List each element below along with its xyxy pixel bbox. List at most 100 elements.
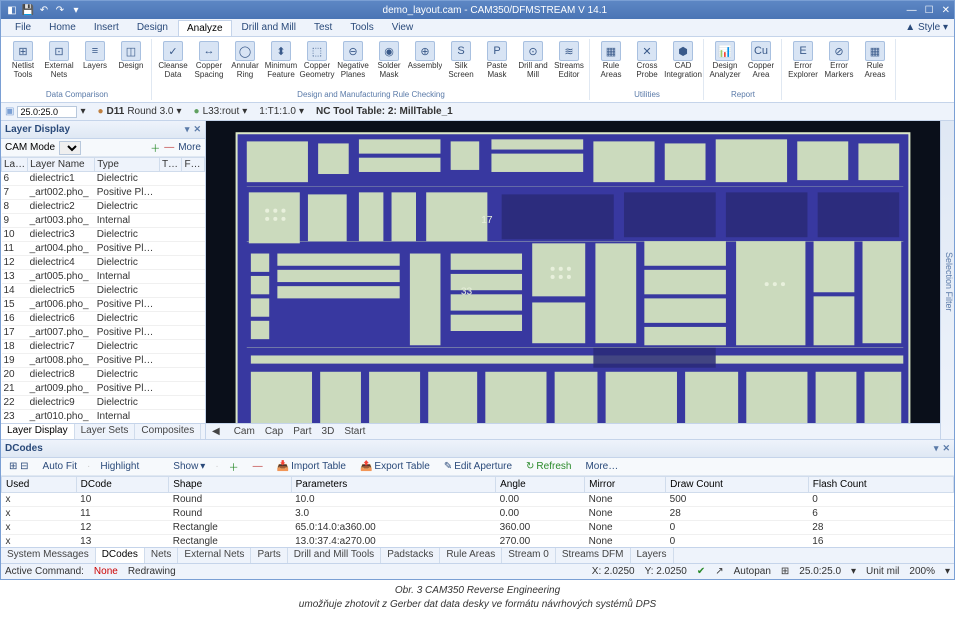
layer-column-header[interactable]: T… [159,158,182,172]
close-panel-icon[interactable]: ✕ [942,443,950,454]
layer-row[interactable]: 23_art010.pho_Internal [2,410,205,424]
bottom-tab-padstacks[interactable]: Padstacks [381,548,440,563]
dcodes-column-header[interactable]: DCode [76,477,169,493]
layer-column-header[interactable]: La… [2,158,28,172]
dcodes-column-header[interactable]: Draw Count [666,477,809,493]
export-button[interactable]: 📤 Export Table [356,461,434,472]
filter-icon[interactable]: ⊞ ⊟ [5,461,33,472]
dcodes-column-header[interactable]: Flash Count [808,477,953,493]
ribbon-drill-and-mill-button[interactable]: ⊙Drill and Mill [516,39,550,89]
dcodes-column-header[interactable]: Angle [496,477,585,493]
ribbon-external-nets-button[interactable]: ⊡External Nets [42,39,76,89]
refresh-button[interactable]: ↻ Refresh [522,461,575,472]
bottom-tab-parts[interactable]: Parts [251,548,287,563]
ribbon-minimum-feature-button[interactable]: ⬍Minimum Feature [264,39,298,89]
dropdown-icon[interactable]: ▾ [851,566,856,577]
ortho-icon[interactable]: ⊞ [781,566,789,577]
ribbon-design-analyzer-button[interactable]: 📊Design Analyzer [708,39,742,89]
dcodes-row[interactable]: x10Round10.00.00None5000 [2,493,954,507]
qat-more-icon[interactable]: ▾ [69,3,83,17]
bottom-tab-layers[interactable]: Layers [631,548,674,563]
layer-row[interactable]: 16dielectric6Dielectric [2,312,205,326]
pin-icon[interactable]: ▾ [185,124,190,135]
layer-row[interactable]: 7_art002.pho_Positive Pl… [2,186,205,200]
layer-row[interactable]: 17_art007.pho_Positive Pl… [2,326,205,340]
ribbon-cleanse-data-button[interactable]: ✓Cleanse Data [156,39,190,89]
remove-icon[interactable]: — [164,142,174,153]
import-button[interactable]: 📥 Import Table [273,461,350,472]
layer-row[interactable]: 22dielectric9Dielectric [2,396,205,410]
layer-row[interactable]: 12dielectric4Dielectric [2,256,205,270]
layer-row[interactable]: 18dielectric7Dielectric [2,340,205,354]
more-link[interactable]: More [178,142,201,153]
layer-table[interactable]: La…Layer NameTypeT…F… 6dielectric1Dielec… [1,157,205,423]
add-icon[interactable]: ＋ [150,140,160,155]
dropdown-icon[interactable]: ▾ [176,106,181,117]
highlight-button[interactable]: Highlight [96,461,143,472]
bottom-tab-external-nets[interactable]: External Nets [178,548,251,563]
qat-save-icon[interactable]: 💾 [21,3,35,17]
style-dropdown[interactable]: ▲ Style ▾ [905,22,948,33]
pcb-canvas[interactable]: 17 33 [206,121,940,423]
close-icon[interactable]: ✕ [942,5,950,16]
layer-tab-layer-sets[interactable]: Layer Sets [75,424,136,439]
layer-row[interactable]: 19_art008.pho_Positive Pl… [2,354,205,368]
bottom-tab-dcodes[interactable]: DCodes [96,548,145,563]
dcodes-row[interactable]: x11Round3.00.00None286 [2,507,954,521]
ribbon-design-button[interactable]: ◫Design [114,39,148,89]
layer-row[interactable]: 8dielectric2Dielectric [2,200,205,214]
check-icon[interactable]: ✔ [697,566,705,577]
pin-icon[interactable]: ▾ [934,443,939,454]
ribbon-annular-ring-button[interactable]: ◯Annular Ring [228,39,262,89]
bottom-tab-system-messages[interactable]: System Messages [1,548,96,563]
dcodes-row[interactable]: x13Rectangle13.0:37.4:a270.00270.00None0… [2,535,954,548]
selection-filter-gutter[interactable]: Selection Filter [940,121,954,439]
view-tab-cap[interactable]: Cap [265,426,283,437]
layer-row[interactable]: 6dielectric1Dielectric [2,172,205,186]
ribbon-netlist-tools-button[interactable]: ⊞Netlist Tools [6,39,40,89]
ribbon-layers-button[interactable]: ≡Layers [78,39,112,89]
ribbon-copper-spacing-button[interactable]: ↔Copper Spacing [192,39,226,89]
view-tab-start[interactable]: Start [344,426,365,437]
edit-aperture-button[interactable]: ✎ Edit Aperture [440,461,516,472]
menu-tab-view[interactable]: View [384,20,422,35]
dropdown-icon[interactable]: ▾ [242,106,247,117]
ribbon-copper-area-button[interactable]: CuCopper Area [744,39,778,89]
ribbon-cad-integration-button[interactable]: ⬢CAD Integration [666,39,700,89]
bottom-tab-drill-and-mill-tools[interactable]: Drill and Mill Tools [288,548,381,563]
menu-tab-design[interactable]: Design [129,20,176,35]
menu-tab-drill-and-mill[interactable]: Drill and Mill [234,20,304,35]
dropdown-icon[interactable]: ▾ [299,106,304,117]
layer-row[interactable]: 15_art006.pho_Positive Pl… [2,298,205,312]
bottom-tab-nets[interactable]: Nets [145,548,179,563]
cursor-icon[interactable]: ↗ [715,566,723,577]
show-button[interactable]: Show ▾ [169,461,209,472]
dcodes-column-header[interactable]: Used [2,477,77,493]
layer-row[interactable]: 11_art004.pho_Positive Pl… [2,242,205,256]
menu-tab-analyze[interactable]: Analyze [178,20,232,36]
layer-tab-composites[interactable]: Composites [135,424,201,439]
dcodes-column-header[interactable]: Shape [169,477,291,493]
coord-field[interactable] [17,106,77,118]
zoom-label[interactable]: 200% [909,566,935,577]
dcodes-table[interactable]: UsedDCodeShapeParametersAngleMirrorDraw … [1,476,954,547]
ribbon-assembly-button[interactable]: ⊕Assembly [408,39,442,89]
qat-undo-icon[interactable]: ↶ [37,3,51,17]
layer-column-header[interactable]: Layer Name [28,158,95,172]
autopan-label[interactable]: Autopan [734,566,771,577]
zoom-dropdown-icon[interactable]: ▾ [945,566,950,577]
ribbon-paste-mask-button[interactable]: PPaste Mask [480,39,514,89]
more-button[interactable]: More… [581,461,622,472]
view-tab-part[interactable]: Part [293,426,311,437]
autofit-button[interactable]: Auto Fit [39,461,81,472]
ribbon-solder-mask-button[interactable]: ◉Solder Mask [372,39,406,89]
layer-tab-layer-display[interactable]: Layer Display [1,424,75,439]
close-panel-icon[interactable]: ✕ [193,124,201,135]
layer-row[interactable]: 10dielectric3Dielectric [2,228,205,242]
layer-row[interactable]: 21_art009.pho_Positive Pl… [2,382,205,396]
dcodes-column-header[interactable]: Parameters [291,477,496,493]
dcodes-row[interactable]: x12Rectangle65.0:14.0:a360.00360.00None0… [2,521,954,535]
menu-tab-home[interactable]: Home [41,20,84,35]
ribbon-copper-geometry-button[interactable]: ⬚Copper Geometry [300,39,334,89]
bottom-tab-rule-areas[interactable]: Rule Areas [440,548,502,563]
